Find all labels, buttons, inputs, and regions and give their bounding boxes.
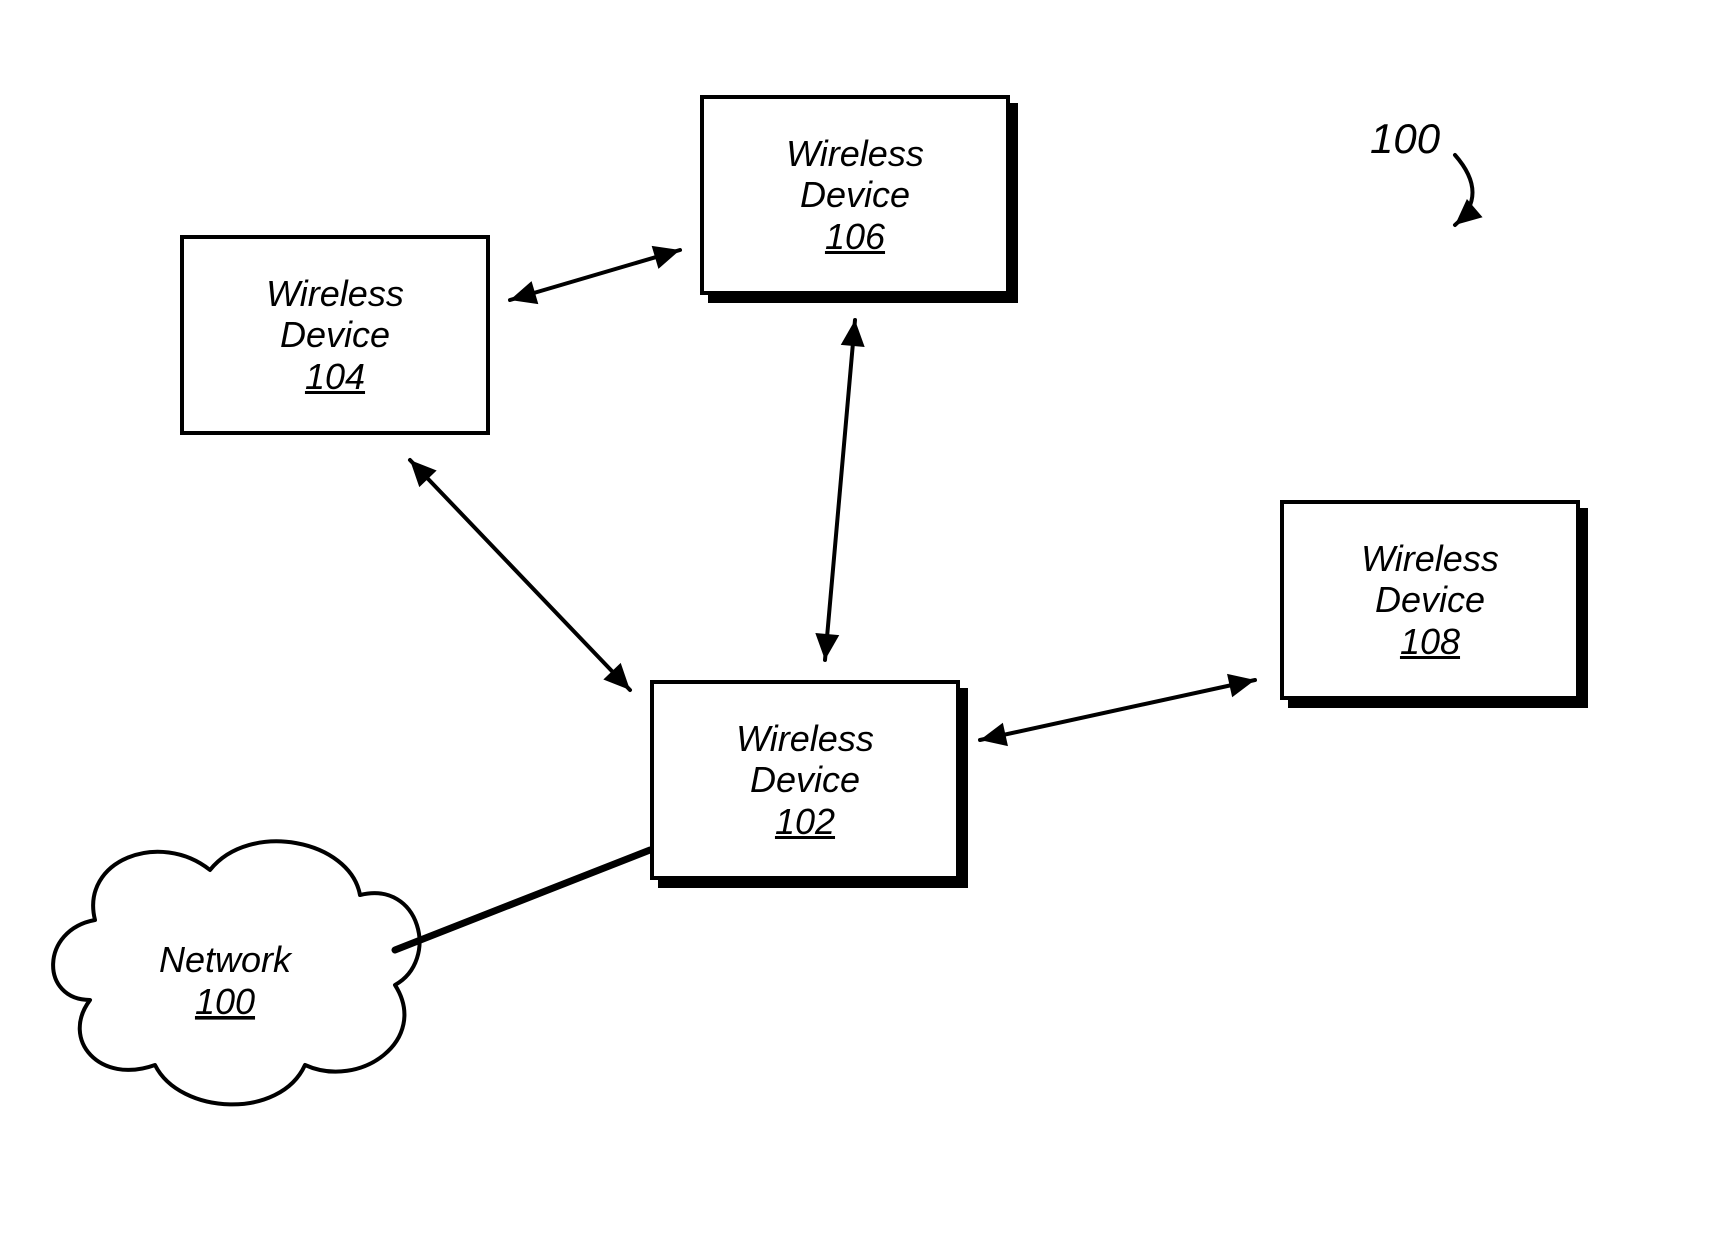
node-wireless-device-104: Wireless Device 104 [180, 235, 490, 435]
node-label-line2: Device [1375, 579, 1485, 620]
node-ref: 102 [775, 801, 835, 842]
node-label-line2: Device [280, 314, 390, 355]
svg-text:100: 100 [195, 981, 255, 1022]
svg-text:Network: Network [159, 939, 293, 980]
edge-e104_102 [410, 460, 630, 690]
node-label-line2: Device [750, 759, 860, 800]
edge-e102_108 [980, 674, 1255, 746]
figure-reference-hook [1455, 155, 1473, 225]
node-ref: 106 [825, 216, 885, 257]
link-l_net_102 [395, 850, 650, 950]
edge-e104_106 [510, 246, 680, 304]
edge-e106_102 [815, 320, 864, 660]
node-network-cloud: Network100 [53, 841, 419, 1104]
node-wireless-device-108: Wireless Device 108 [1280, 500, 1580, 700]
diagram-stage: Wireless Device 104 Wireless Device 106 … [0, 0, 1715, 1246]
node-label-line1: Wireless [786, 133, 924, 174]
node-ref: 104 [305, 356, 365, 397]
node-label-line1: Wireless [1361, 538, 1499, 579]
figure-reference-label: 100 [1370, 115, 1440, 163]
node-label-line2: Device [800, 174, 910, 215]
node-wireless-device-102: Wireless Device 102 [650, 680, 960, 880]
node-wireless-device-106: Wireless Device 106 [700, 95, 1010, 295]
node-ref: 108 [1400, 621, 1460, 662]
node-label-line1: Wireless [266, 273, 404, 314]
node-label-line1: Wireless [736, 718, 874, 759]
